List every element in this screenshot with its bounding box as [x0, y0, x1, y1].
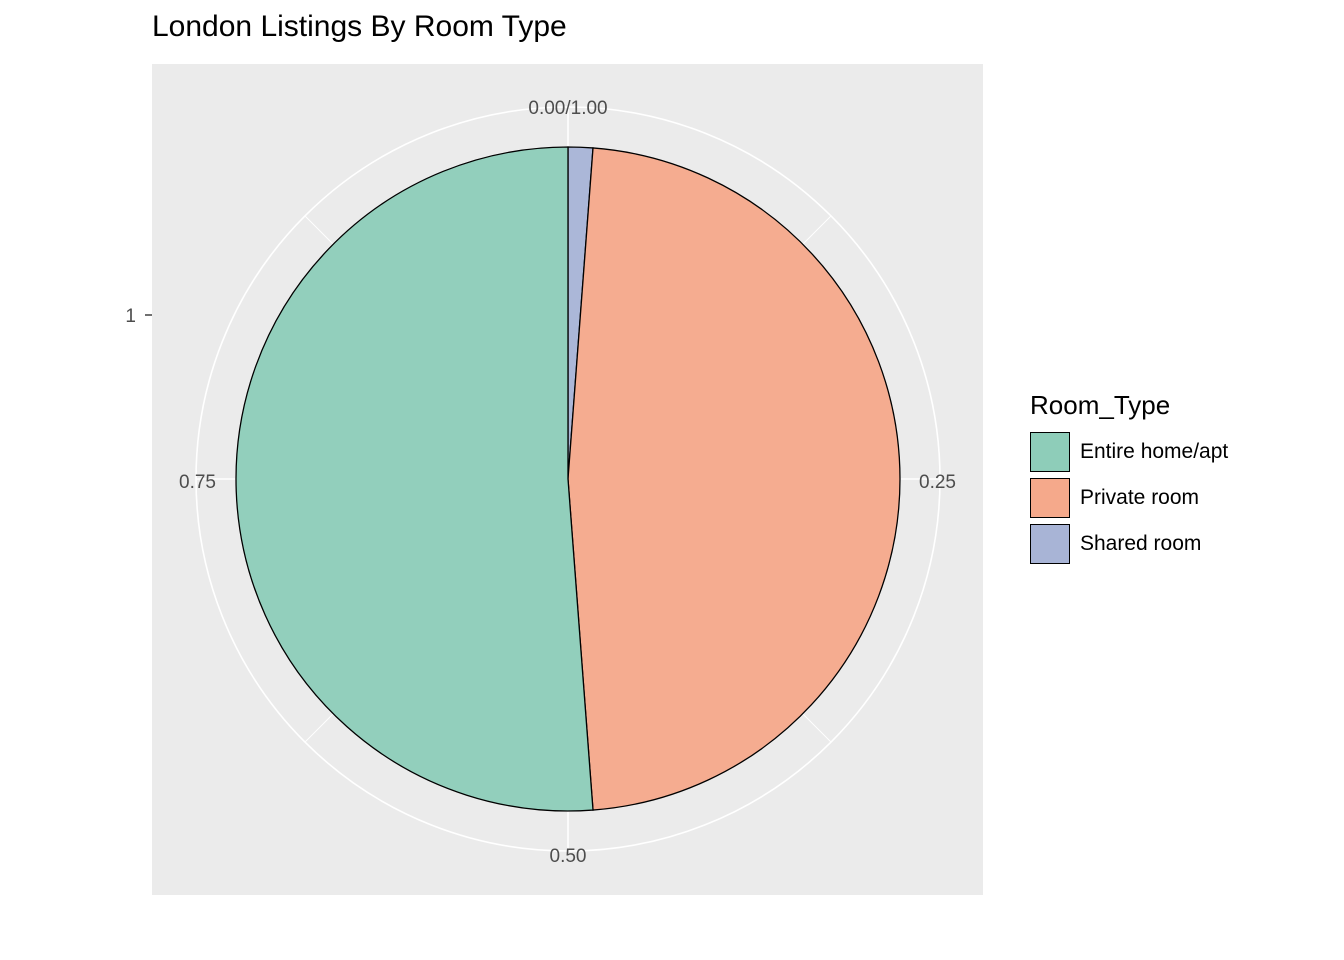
- legend-title: Room_Type: [1030, 390, 1171, 420]
- angle-tick-label: 0.75: [179, 472, 216, 493]
- legend-swatch: [1030, 524, 1070, 564]
- angle-tick-label: 0.25: [919, 472, 956, 493]
- legend-item: Entire home/apt: [1030, 429, 1228, 475]
- angle-tick-label: 0.50: [550, 846, 587, 867]
- axis-labels: 0.00/1.00 0.25 0.50 0.75 1: [125, 98, 956, 867]
- radial-tick-label: 1: [125, 306, 136, 327]
- chart-title: London Listings By Room Type: [152, 10, 567, 43]
- legend-swatch: [1030, 478, 1070, 518]
- legend: Room_Type Entire home/apt Private room Sha…: [1030, 390, 1228, 567]
- legend-swatch: [1030, 432, 1070, 472]
- legend-item: Private room: [1030, 475, 1228, 521]
- legend-label: Shared room: [1080, 532, 1202, 555]
- angle-tick-label: 0.00/1.00: [528, 98, 607, 119]
- slice-layer: [235, 146, 901, 812]
- pie-slice: [235, 146, 594, 812]
- legend-items: Entire home/apt Private room Shared room: [1030, 429, 1228, 567]
- pie-slice: [567, 147, 901, 811]
- legend-item: Shared room: [1030, 521, 1228, 567]
- legend-label: Private room: [1080, 486, 1200, 509]
- legend-label: Entire home/apt: [1080, 440, 1229, 463]
- grid-circle: [195, 106, 941, 852]
